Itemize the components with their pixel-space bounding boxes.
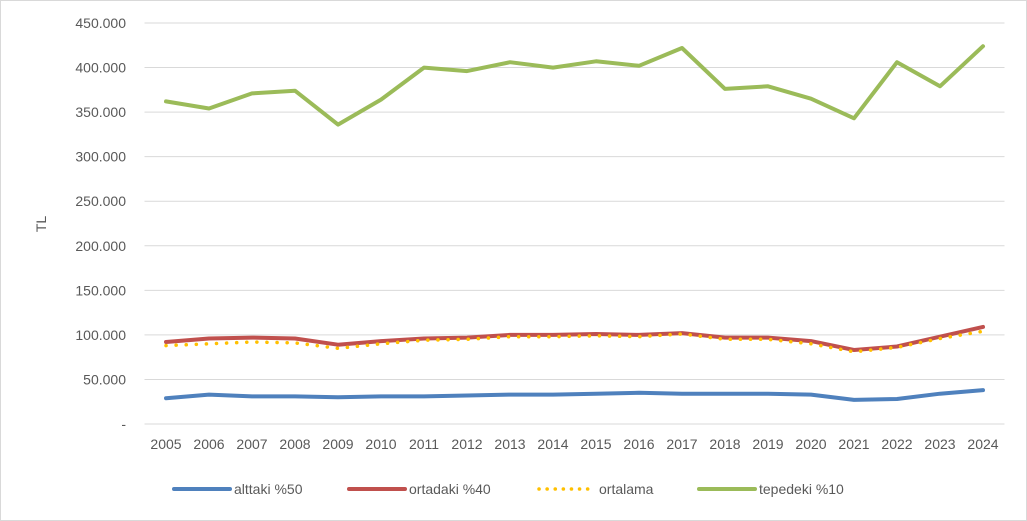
y-tick-label: 200.000 xyxy=(75,238,126,254)
y-tick-label: 50.000 xyxy=(83,371,126,387)
x-tick-label: 2008 xyxy=(279,436,310,452)
x-tick-label: 2021 xyxy=(838,436,869,452)
x-tick-label: 2019 xyxy=(752,436,783,452)
y-tick-label: 100.000 xyxy=(75,327,126,343)
series-line-ortadaki-40 xyxy=(164,324,985,352)
y-tick-label: 300.000 xyxy=(75,149,126,165)
series-line-tepedeki-10 xyxy=(164,44,985,127)
legend-item: alttaki %50 xyxy=(172,481,303,497)
legend-label: alttaki %50 xyxy=(234,481,303,497)
legend-item: ortalama xyxy=(537,481,654,497)
legend: alttaki %50 ortadaki %40 ortalama tepedeki … xyxy=(172,481,844,497)
x-tick-label: 2023 xyxy=(924,436,955,452)
legend-label: ortalama xyxy=(599,481,654,497)
y-tick-label: 250.000 xyxy=(75,193,126,209)
y-tick-label: 400.000 xyxy=(75,60,126,76)
y-axis-ticks: - 50.000 100.000 150.000 200.000 250.000 300.0… xyxy=(75,15,126,432)
x-tick-label: 2011 xyxy=(409,436,439,452)
x-tick-label: 2022 xyxy=(881,436,912,452)
x-tick-label: 2024 xyxy=(967,436,998,452)
x-tick-label: 2016 xyxy=(623,436,654,452)
legend-label: tepedeki %10 xyxy=(759,481,844,497)
x-tick-label: 2020 xyxy=(795,436,826,452)
y-tick-label: - xyxy=(121,416,126,432)
legend-item: ortadaki %40 xyxy=(347,481,491,497)
x-tick-label: 2010 xyxy=(365,436,396,452)
y-axis-label: TL xyxy=(33,216,49,233)
legend-item: tepedeki %10 xyxy=(697,481,844,497)
x-tick-label: 2018 xyxy=(709,436,740,452)
x-tick-label: 2006 xyxy=(193,436,224,452)
x-tick-label: 2012 xyxy=(451,436,482,452)
y-tick-label: 450.000 xyxy=(75,15,126,31)
x-tick-label: 2014 xyxy=(537,436,568,452)
series-line-alttaki-50 xyxy=(164,388,985,402)
x-tick-label: 2009 xyxy=(322,436,353,452)
x-axis-ticks: 2005 2006 2007 2008 2009 2010 2011 2012 2013 2014… xyxy=(150,436,998,452)
series-lines xyxy=(164,44,985,402)
x-tick-label: 2007 xyxy=(236,436,267,452)
x-tick-label: 2017 xyxy=(666,436,697,452)
x-tick-label: 2013 xyxy=(494,436,525,452)
y-tick-label: 150.000 xyxy=(75,282,126,298)
x-tick-label: 2005 xyxy=(150,436,181,452)
y-tick-label: 350.000 xyxy=(75,104,126,120)
legend-label: ortadaki %40 xyxy=(409,481,491,497)
x-tick-label: 2015 xyxy=(580,436,611,452)
gridlines xyxy=(144,22,1005,425)
